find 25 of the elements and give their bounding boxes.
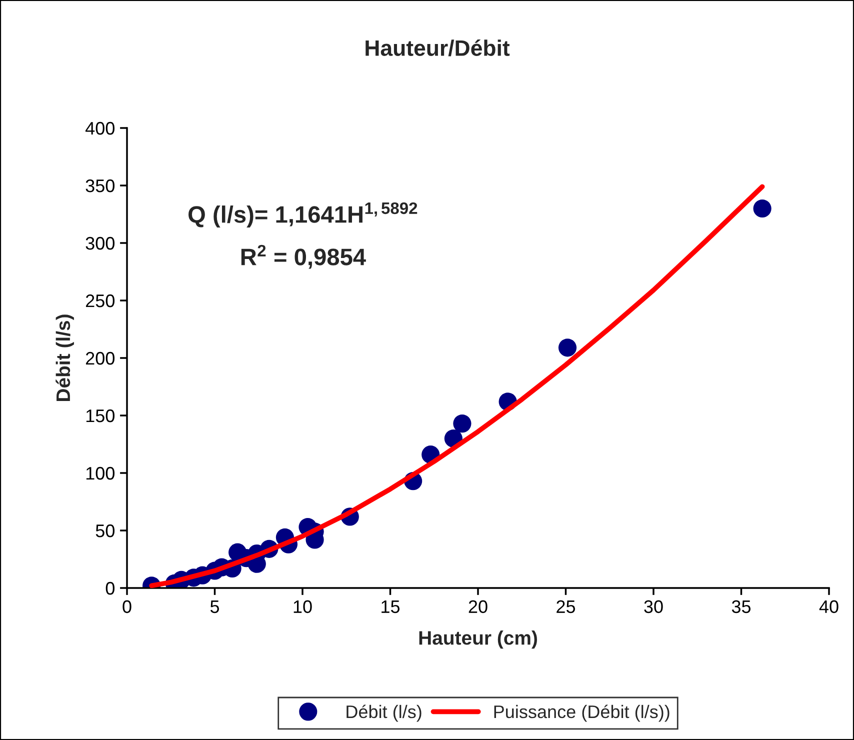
y-tick-label: 50 xyxy=(96,524,114,538)
legend-label: Débit (l/s) xyxy=(346,704,422,722)
x-tick-label: 30 xyxy=(644,600,663,614)
x-tick-label: 25 xyxy=(556,600,576,614)
annotation: Q (l/s)= 1,1641H$^{1,5892}$ xyxy=(188,202,418,228)
y-tick-label: 200 xyxy=(86,352,114,365)
y-tick-label: 350 xyxy=(86,179,114,192)
y-tick-label: 150 xyxy=(86,409,114,422)
y-tick-label: 250 xyxy=(86,294,114,308)
legend-label: Puissance (Débit (l/s)) xyxy=(494,704,670,722)
y-axis-title: Débit (l/s) xyxy=(56,314,74,401)
annotation: R$^{2}$ = 0,9854 xyxy=(241,244,366,269)
x-tick-label: 20 xyxy=(468,600,488,614)
x-tick-label: 10 xyxy=(294,600,312,614)
chart-title: Hauteur/Débit xyxy=(366,39,510,56)
y-tick-label: 400 xyxy=(85,122,114,135)
x-tick-label: 5 xyxy=(210,600,220,614)
x-tick-label: 40 xyxy=(819,600,838,614)
y-tick-label: 0 xyxy=(106,582,114,595)
x-tick-label: 15 xyxy=(382,600,400,614)
y-tick-label: 100 xyxy=(86,466,114,480)
x-axis-title: Hauteur (cm) xyxy=(419,630,537,649)
x-tick-label: 0 xyxy=(122,600,132,614)
x-tick-label: 35 xyxy=(732,600,751,614)
y-tick-label: 300 xyxy=(86,236,114,250)
